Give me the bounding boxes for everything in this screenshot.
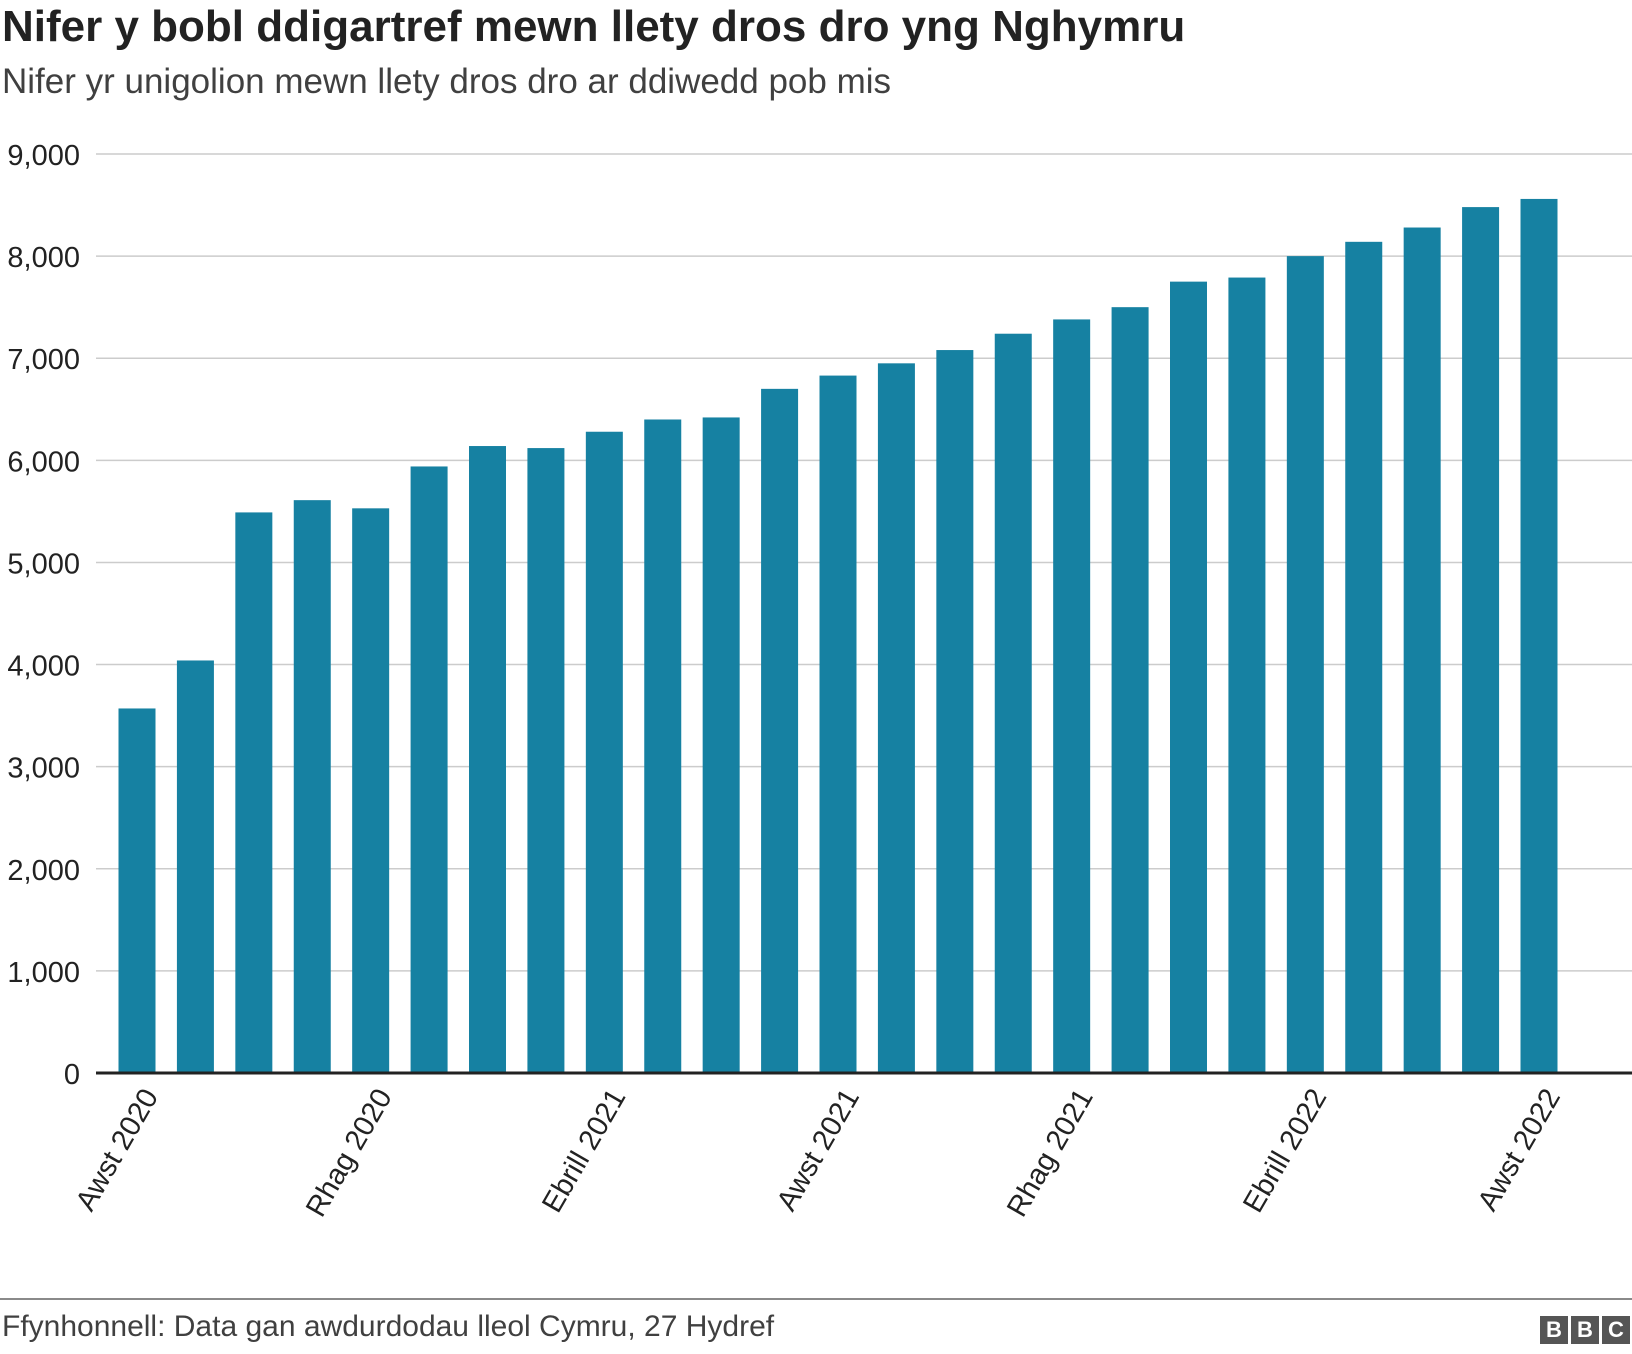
bar <box>527 448 565 1074</box>
x-tick-label: Ebrill 2022 <box>1237 1084 1333 1219</box>
bar <box>1053 319 1091 1073</box>
chart-title: Nifer y bobl ddigartref mewn llety dros … <box>2 2 1186 51</box>
bar <box>1345 241 1383 1073</box>
y-tick-label: 6,000 <box>7 446 80 478</box>
y-tick-label: 3,000 <box>7 753 80 785</box>
x-tick-label: Awst 2020 <box>70 1084 165 1217</box>
bar <box>176 660 214 1073</box>
y-tick-label: 9,000 <box>7 140 80 172</box>
source-note: Ffynhonnell: Data gan awdurdodau lleol C… <box>2 1310 775 1343</box>
bar <box>352 508 390 1073</box>
bar <box>410 466 448 1074</box>
bar <box>994 333 1032 1073</box>
bbc-logo-letter: B <box>1540 1316 1568 1344</box>
x-tick-label: Rhag 2021 <box>1001 1084 1100 1223</box>
bar <box>644 419 682 1073</box>
x-tick-label: Ebrill 2021 <box>536 1084 632 1219</box>
bar <box>1462 207 1500 1073</box>
y-tick-label: 2,000 <box>7 855 80 887</box>
bar <box>1286 256 1324 1074</box>
bar <box>585 431 623 1074</box>
bar <box>1170 281 1207 1073</box>
bar <box>293 500 331 1073</box>
bar <box>819 375 857 1073</box>
bar <box>1111 307 1149 1074</box>
bar <box>235 512 273 1073</box>
y-tick-label: 1,000 <box>7 957 80 989</box>
bar <box>1228 277 1266 1073</box>
bar <box>761 388 799 1073</box>
bbc-logo: B B C <box>1540 1316 1630 1344</box>
y-tick-label: 0 <box>64 1059 80 1091</box>
x-tick-label: Rhag 2020 <box>300 1084 399 1223</box>
bar <box>1403 227 1441 1073</box>
footer-divider <box>0 1298 1632 1300</box>
bar <box>936 350 974 1073</box>
bar <box>877 363 915 1074</box>
y-tick-label: 4,000 <box>7 651 80 683</box>
bar <box>469 446 506 1073</box>
y-tick-label: 8,000 <box>7 242 80 274</box>
chart-subtitle: Nifer yr unigolion mewn llety dros dro a… <box>2 62 892 101</box>
bar <box>702 417 740 1073</box>
bar <box>118 708 156 1073</box>
y-tick-label: 5,000 <box>7 548 80 580</box>
y-tick-label: 7,000 <box>7 344 80 376</box>
x-tick-label: Awst 2021 <box>771 1084 866 1217</box>
x-tick-label: Awst 2022 <box>1472 1084 1567 1217</box>
bbc-logo-letter: B <box>1571 1316 1599 1344</box>
bbc-logo-letter: C <box>1602 1316 1630 1344</box>
bar <box>1520 198 1558 1073</box>
bar-chart: 0 1,000 2,000 3,000 4,000 5,000 6,000 7,000 8,00… <box>7 140 1632 1223</box>
